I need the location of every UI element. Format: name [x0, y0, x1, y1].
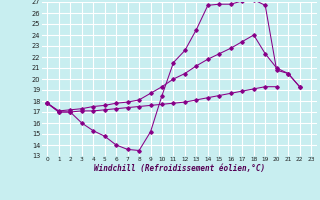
X-axis label: Windchill (Refroidissement éolien,°C): Windchill (Refroidissement éolien,°C): [94, 164, 265, 173]
